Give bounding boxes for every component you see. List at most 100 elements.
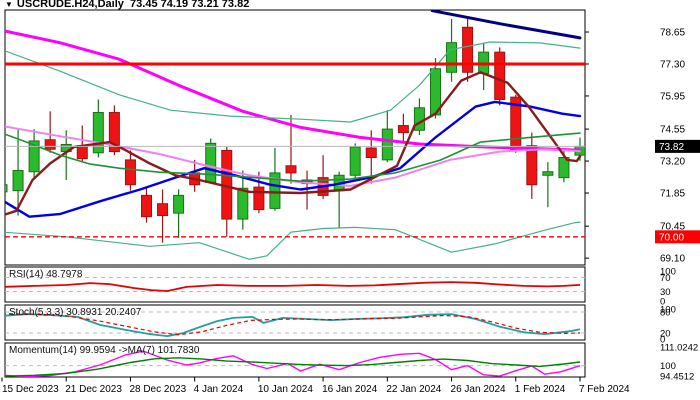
candle (173, 189, 185, 239)
candle-body-down (124, 159, 136, 186)
stoch-main-line (5, 313, 581, 338)
ma-magenta-slow (5, 29, 582, 152)
price-axis-label: 71.85 (660, 189, 685, 200)
momentum-label: Momentum(14) 99.9594 ->MA(7) 101.7830 (9, 345, 200, 356)
date-axis-label: 22 Jan 2024 (386, 384, 441, 395)
date-axis-label: 16 Jan 2024 (322, 384, 377, 395)
momentum-axis-label: 100 (660, 361, 676, 372)
date-axis-label: 15 Dec 2023 (2, 384, 59, 395)
candle (285, 114, 297, 184)
candle-body-down (140, 194, 152, 218)
candle-body-up (381, 128, 393, 161)
date-axis-label: 10 Jan 2024 (258, 384, 313, 395)
candle (494, 47, 506, 106)
band-lower (5, 221, 581, 260)
candle-body-up (413, 107, 425, 131)
date-axis-label: 7 Feb 2024 (579, 384, 630, 395)
candle (108, 105, 120, 156)
chart-title-bar: ▼ USCRUDE.H24,Daily 73.45 74.19 73.21 73.… (5, 0, 249, 10)
stochastic-content (5, 313, 581, 338)
candle (446, 18, 458, 82)
rsi-axis-label: 30 (660, 287, 671, 298)
support-level-badge (655, 230, 700, 244)
ma-green (5, 132, 581, 182)
candle-body-up (173, 194, 185, 214)
ma-violet (5, 125, 581, 187)
candle-body-down (462, 26, 474, 73)
date-axis-label: 1 Feb 2024 (515, 384, 566, 395)
ma-navy (430, 10, 582, 40)
candle (157, 189, 169, 243)
candle (237, 170, 249, 230)
candle (92, 99, 104, 158)
price-axis-label: 78.65 (660, 28, 685, 39)
candle-body-down (76, 145, 88, 160)
band-upper (5, 41, 581, 123)
candle-body-up (12, 170, 24, 192)
rsi-axis-label: 70 (660, 273, 671, 284)
stochastic-label: Stoch(5,3,3) 30.8931 20.2407 (9, 307, 142, 318)
momentum-content (5, 350, 581, 377)
momentum-line (5, 350, 581, 377)
candle (205, 138, 217, 184)
candle-body-up (28, 140, 40, 173)
candle (542, 162, 554, 208)
main-chart-panel[interactable] (4, 9, 586, 266)
stochastic-axis-label: 100 (660, 305, 676, 316)
candle-body-up (446, 42, 458, 73)
current-price-badge (655, 139, 700, 153)
candle (5, 184, 8, 193)
date-axis-label: 28 Dec 2023 (129, 384, 186, 395)
chart-title-ohlc: 73.45 74.19 73.21 73.82 (130, 0, 250, 10)
candle-body-up (5, 184, 8, 193)
momentum-ma-line (5, 357, 581, 377)
candle-body-down (365, 147, 377, 159)
candle-body-down (157, 203, 169, 217)
rsi-axis-label: 100 (660, 267, 676, 278)
candle-body-up (269, 172, 281, 209)
momentum-axis-label: 111.0242 (660, 343, 698, 354)
current-price-badge-text: 73.82 (659, 142, 684, 153)
stochastic-axis-label: 0 (660, 335, 665, 346)
momentum-panel[interactable] (4, 342, 586, 378)
candle (462, 16, 474, 82)
candle-body-up (205, 142, 217, 183)
ma-maroon (5, 71, 582, 216)
candle-body-down (253, 186, 265, 211)
candle (140, 188, 152, 223)
candle (28, 129, 40, 178)
candle-body-down (285, 165, 297, 174)
price-axis-label: 73.20 (660, 157, 685, 168)
candle-body-down (494, 51, 506, 100)
price-axis-label: 77.30 (660, 59, 685, 70)
candle (349, 143, 361, 178)
candle (381, 110, 393, 163)
collapse-arrow-icon[interactable]: ▼ (5, 0, 13, 9)
candle (44, 111, 56, 153)
date-axis-label: 4 Jan 2024 (194, 384, 244, 395)
stoch-signal-line (5, 313, 581, 336)
stochastic-axis-label: 80 (660, 308, 671, 319)
candle-body-down (44, 139, 56, 150)
candle-body-up (542, 171, 554, 176)
candle-body-down (397, 125, 409, 134)
ma-blue (5, 100, 582, 218)
date-axis-label: 21 Dec 2023 (65, 384, 122, 395)
candle (397, 113, 409, 144)
rsi-label: RSI(14) 48.7978 (9, 269, 83, 280)
rsi-line (5, 281, 581, 292)
stochastic-axis-label: 20 (660, 329, 671, 340)
candle (12, 129, 24, 216)
candle-body-down (526, 145, 538, 186)
candle-body-up (349, 146, 361, 176)
main-chart-content (5, 10, 585, 260)
rsi-content (5, 281, 581, 292)
price-axis-label: 75.95 (660, 91, 685, 102)
candle-body-up (92, 112, 104, 154)
price-axis-label: 70.45 (660, 222, 685, 233)
candle-body-down (108, 112, 120, 153)
candle (124, 150, 136, 191)
momentum-axis-label: 94.4512 (660, 372, 694, 383)
